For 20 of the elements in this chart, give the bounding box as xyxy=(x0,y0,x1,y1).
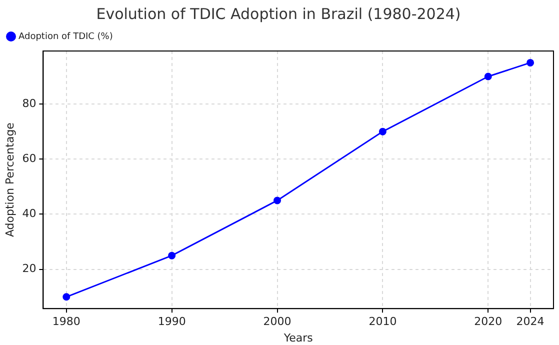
x-tick-label: 1980 xyxy=(52,315,80,328)
point xyxy=(62,293,70,301)
x-tick-label: 2020 xyxy=(474,315,502,328)
point xyxy=(168,252,176,260)
y-tick-label: 80 xyxy=(22,96,36,110)
y-axis-title: Adoption Percentage xyxy=(3,122,16,238)
chart-title: Evolution of TDIC Adoption in Brazil (1980-2024) xyxy=(96,4,461,23)
x-tick-label: 2000 xyxy=(263,315,292,328)
point xyxy=(378,128,386,136)
point xyxy=(484,72,492,80)
x-tick-label: 2010 xyxy=(368,315,397,328)
y-tick-label: 60 xyxy=(22,152,36,165)
legend-label: Adoption of TDIC (%) xyxy=(18,32,113,42)
x-tick-label: 1990 xyxy=(158,315,186,328)
x-tick-label: 2024 xyxy=(516,315,544,328)
y-tick-label: 40 xyxy=(22,207,36,220)
x-axis-title: Years xyxy=(282,331,314,344)
point xyxy=(526,58,534,66)
point xyxy=(274,196,282,204)
y-tick-label: 20 xyxy=(22,262,36,276)
